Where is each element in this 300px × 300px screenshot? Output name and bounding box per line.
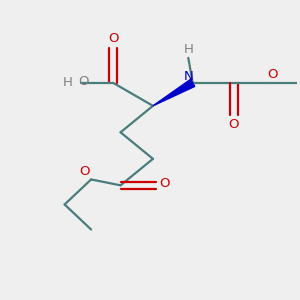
Polygon shape: [153, 79, 195, 106]
Text: H: H: [63, 76, 73, 89]
Text: O: O: [160, 177, 170, 190]
Text: O: O: [267, 68, 278, 81]
Text: O: O: [80, 165, 90, 178]
Text: H: H: [183, 43, 193, 56]
Text: O: O: [108, 32, 119, 45]
Text: O: O: [229, 118, 239, 130]
Text: N: N: [183, 70, 193, 83]
Text: O: O: [78, 75, 88, 88]
